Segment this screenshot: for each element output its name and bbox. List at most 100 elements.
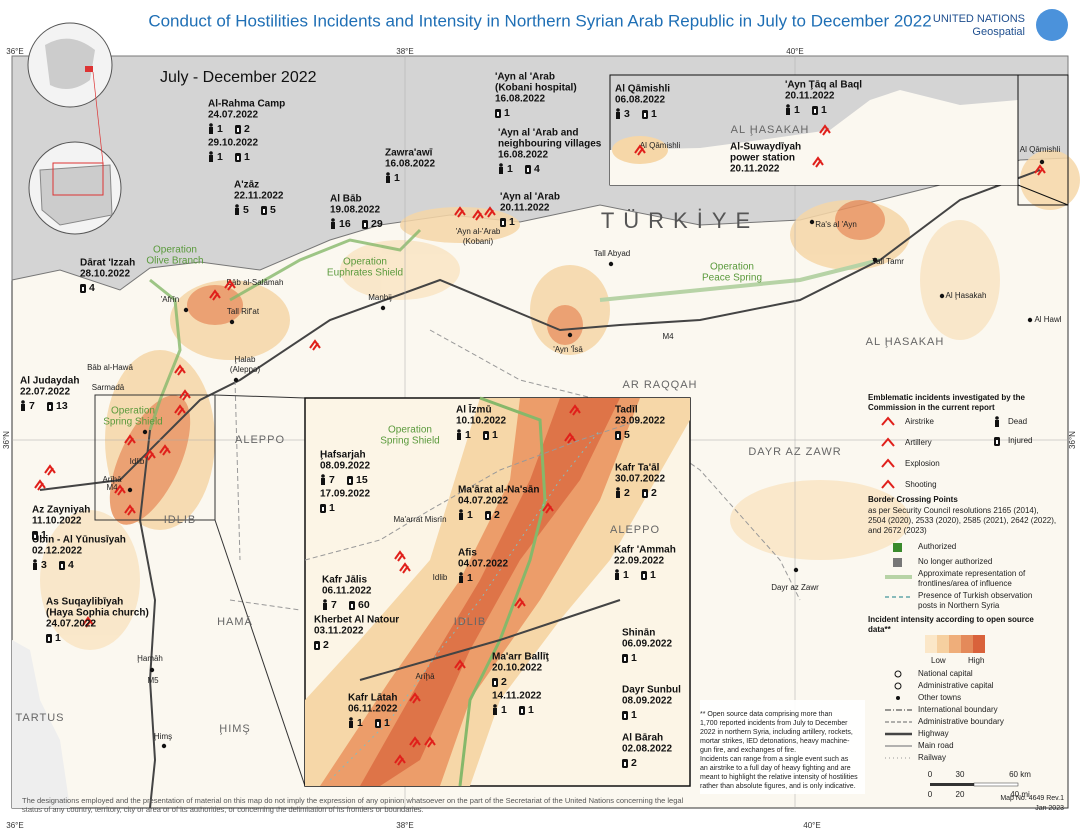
dead-count: 2 xyxy=(624,487,630,499)
place-label: Operation xyxy=(710,262,754,273)
legend-item: Presence of Turkish observation xyxy=(918,591,1032,600)
incident-date: 22.09.2022 xyxy=(614,556,664,567)
town-dot xyxy=(872,257,878,263)
incident-date: 02.08.2022 xyxy=(622,744,672,755)
legend-note: as per Security Council resolutions 2165… xyxy=(868,506,1039,515)
place-label: Tall Abyad xyxy=(594,249,630,258)
place-label: 'Afrīn xyxy=(161,295,179,304)
legend-item: Railway xyxy=(918,753,946,762)
dead-icon xyxy=(786,108,790,115)
legend-heading: Incident intensity according to open sou… xyxy=(868,615,1034,624)
graticule-label: 38°E xyxy=(396,47,413,56)
disclaimer-line: status of any country, territory, city o… xyxy=(22,805,424,814)
incident-name: Afis xyxy=(458,548,477,559)
place-label: AL ḨASAKAH xyxy=(866,336,945,348)
dead-icon xyxy=(616,108,620,112)
place-label: Sarmadā xyxy=(92,383,125,392)
legend-item: Injured xyxy=(1008,436,1032,445)
injured-count: 1 xyxy=(821,104,827,116)
event-marker xyxy=(309,339,321,351)
dead-icon xyxy=(349,721,353,728)
place-label: Arīḩā xyxy=(102,475,122,484)
injured-icon xyxy=(263,209,265,213)
dead-icon xyxy=(459,572,463,576)
dead-icon xyxy=(331,222,335,229)
org-sub: Geospatial xyxy=(972,26,1025,38)
legend-note: 2504 (2020), 2533 (2020), 2585 (2021), 2… xyxy=(868,516,1056,525)
incident-name: 'Ayn Ţāq al Baql xyxy=(785,80,862,91)
legend-item: Shooting xyxy=(905,480,937,489)
legend-item: posts in Northern Syria xyxy=(918,601,1000,610)
dead-icon xyxy=(321,474,325,478)
incident-name: Dārat 'Izzah xyxy=(80,258,135,269)
injured-icon xyxy=(617,434,619,438)
incident-name: Al Īzmū xyxy=(456,404,492,416)
incident-date: 22.07.2022 xyxy=(20,387,70,398)
injured-icon xyxy=(349,479,351,483)
injured-icon xyxy=(34,534,36,538)
place-label: IDLIB xyxy=(454,616,487,628)
place-label: Spring Shield xyxy=(103,417,162,428)
incident-date: 19.08.2022 xyxy=(330,205,380,216)
place-label: M4 xyxy=(662,332,674,341)
town-dot xyxy=(567,332,573,338)
footnote-line: mortar strikes, IED detonations, heavy m… xyxy=(700,738,850,745)
incident-date: 06.11.2022 xyxy=(348,704,398,715)
dead-icon xyxy=(995,416,999,420)
scale-label: 30 xyxy=(956,770,965,779)
dead-icon xyxy=(616,491,620,498)
graticule-label: 40°E xyxy=(786,47,803,56)
incident-date: 08.09.2022 xyxy=(320,461,370,472)
locator xyxy=(27,22,122,235)
place-label: 'Ayn 'Īsā xyxy=(553,345,583,354)
injured-count: 1 xyxy=(55,632,61,644)
injured-count: 1 xyxy=(384,717,390,729)
event-marker xyxy=(1034,164,1046,176)
incident-date: 03.11.2022 xyxy=(314,626,364,637)
incident-date: 29.10.2022 xyxy=(208,138,258,149)
event-marker xyxy=(634,144,646,156)
footnote-line: ** Open source data comprising more than xyxy=(700,711,832,718)
dead-icon xyxy=(499,167,503,174)
incident-date: 17.09.2022 xyxy=(320,489,370,500)
legend-high: High xyxy=(968,656,984,665)
place-label: Operation xyxy=(153,245,197,256)
place-label: Euphrates Shield xyxy=(327,268,403,279)
injured-icon xyxy=(814,109,816,113)
event-marker xyxy=(114,484,126,496)
dead-count: 1 xyxy=(467,572,473,584)
dead-icon xyxy=(493,704,497,708)
event-marker xyxy=(34,479,46,491)
graticule-label: 40°E xyxy=(803,821,820,830)
event-marker xyxy=(564,432,576,444)
place-label: AR RAQQAH xyxy=(622,379,697,391)
dead-count: 1 xyxy=(507,163,513,175)
place-label: Tall Tamr xyxy=(872,257,904,266)
scale-label: 20 xyxy=(956,790,965,799)
legend-symbol xyxy=(881,437,895,447)
dead-icon xyxy=(615,569,619,573)
legend-note: and 2672 (2023) xyxy=(868,526,927,535)
dead-icon xyxy=(321,478,325,485)
event-marker xyxy=(454,206,466,218)
incident-name: Al Judaydah xyxy=(20,376,79,387)
legend-item: Main road xyxy=(918,741,954,750)
dead-icon xyxy=(235,204,239,208)
town-dot xyxy=(142,429,148,435)
legend-item: Administrative boundary xyxy=(918,717,1004,726)
incident-name: neighbouring villages xyxy=(498,139,602,150)
place-label: Al Ḩasakah xyxy=(946,291,987,300)
injured-icon xyxy=(494,681,496,685)
incident-date: 24.07.2022 xyxy=(46,619,96,630)
place-label: 'Ayn al-'Arab xyxy=(456,227,501,236)
town-dot xyxy=(183,307,189,313)
place-label: ALEPPO xyxy=(610,524,660,536)
event-marker xyxy=(44,464,56,476)
incident-date: 28.10.2022 xyxy=(80,269,130,280)
place-label: ḨIMŞ xyxy=(219,723,251,735)
incident-date: 20.11.2022 xyxy=(500,203,550,214)
town-dot xyxy=(127,487,133,493)
legend-item: Highway xyxy=(918,729,949,738)
dead-count: 1 xyxy=(394,172,400,184)
legend-heading: data** xyxy=(868,625,892,634)
